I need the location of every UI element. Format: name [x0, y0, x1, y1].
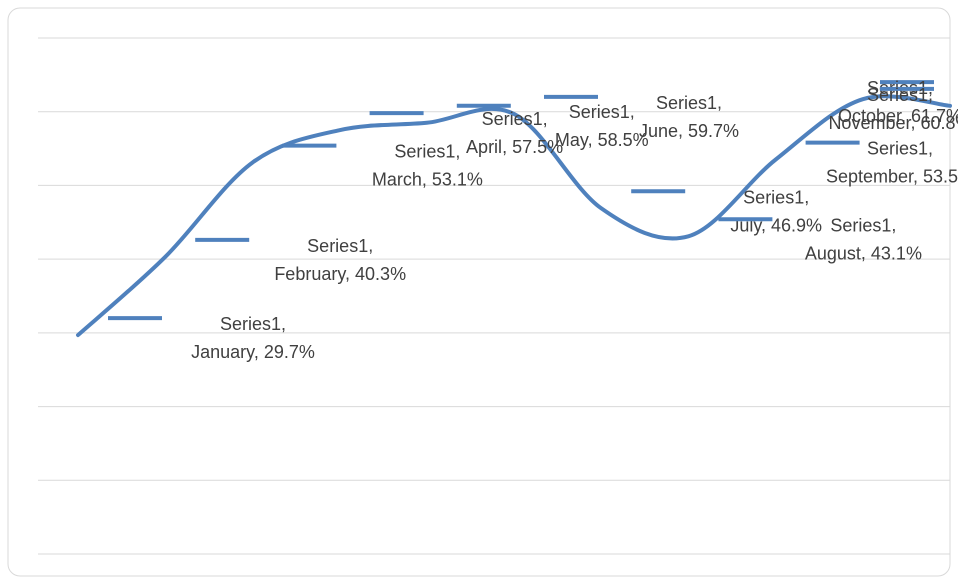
data-label: January, 29.7% [191, 342, 315, 362]
label-series: Series1 [867, 85, 928, 105]
label-value: 29.7% [264, 342, 315, 362]
data-label: October, 61.7% [838, 106, 958, 126]
label-value: 59.7% [688, 121, 739, 141]
label-series: Series1 [743, 187, 804, 207]
data-label: May, 58.5% [555, 130, 649, 150]
label-category: September [826, 166, 914, 186]
label-value: 57.5% [512, 137, 563, 157]
data-label: November, 60.8% [828, 113, 958, 133]
label-value: 58.5% [598, 130, 649, 150]
data-label: Series1, [656, 93, 722, 113]
data-label: June, 59.7% [639, 121, 739, 141]
label-category: October [838, 106, 902, 126]
data-label: Series1, [569, 102, 635, 122]
label-value: 46.9% [771, 215, 822, 235]
label-category: January [191, 342, 255, 362]
data-label: Series1, [220, 314, 286, 334]
label-category: February [274, 264, 346, 284]
label-value: 43.1% [871, 243, 922, 263]
label-category: May [555, 130, 589, 150]
series-line [76, 94, 952, 338]
label-category: June [639, 121, 678, 141]
data-label: April, 57.5% [466, 137, 563, 157]
label-series: Series1 [830, 215, 891, 235]
label-category: March [372, 169, 422, 189]
data-label: March, 53.1% [372, 169, 483, 189]
data-label: August, 43.1% [805, 243, 922, 263]
label-category: August [805, 243, 861, 263]
data-label: Series1, [867, 85, 933, 105]
data-label: Series1, [830, 215, 896, 235]
label-series: Series1 [482, 109, 543, 129]
label-series: Series1 [307, 236, 368, 256]
data-label: September, 53.5% [826, 166, 958, 186]
label-value: 53.1% [432, 169, 483, 189]
data-label: Series1, [394, 141, 460, 161]
label-series: Series1 [394, 141, 455, 161]
label-category: November [828, 113, 911, 133]
data-label: Series1, [867, 138, 933, 158]
label-series: Series1 [656, 93, 717, 113]
chart-frame [7, 7, 951, 577]
label-value: 40.3% [355, 264, 406, 284]
label-series: Series1 [867, 138, 928, 158]
label-series: Series1 [569, 102, 630, 122]
data-label: February, 40.3% [274, 264, 406, 284]
label-value: 61.7% [911, 106, 958, 126]
data-label: Series1, [482, 109, 548, 129]
data-label: Series1, [307, 236, 373, 256]
label-category: April [466, 137, 502, 157]
label-series: Series1 [220, 314, 281, 334]
label-value: 60.8% [921, 113, 958, 133]
label-value: 53.5% [923, 166, 958, 186]
data-label: Series1, [743, 187, 809, 207]
